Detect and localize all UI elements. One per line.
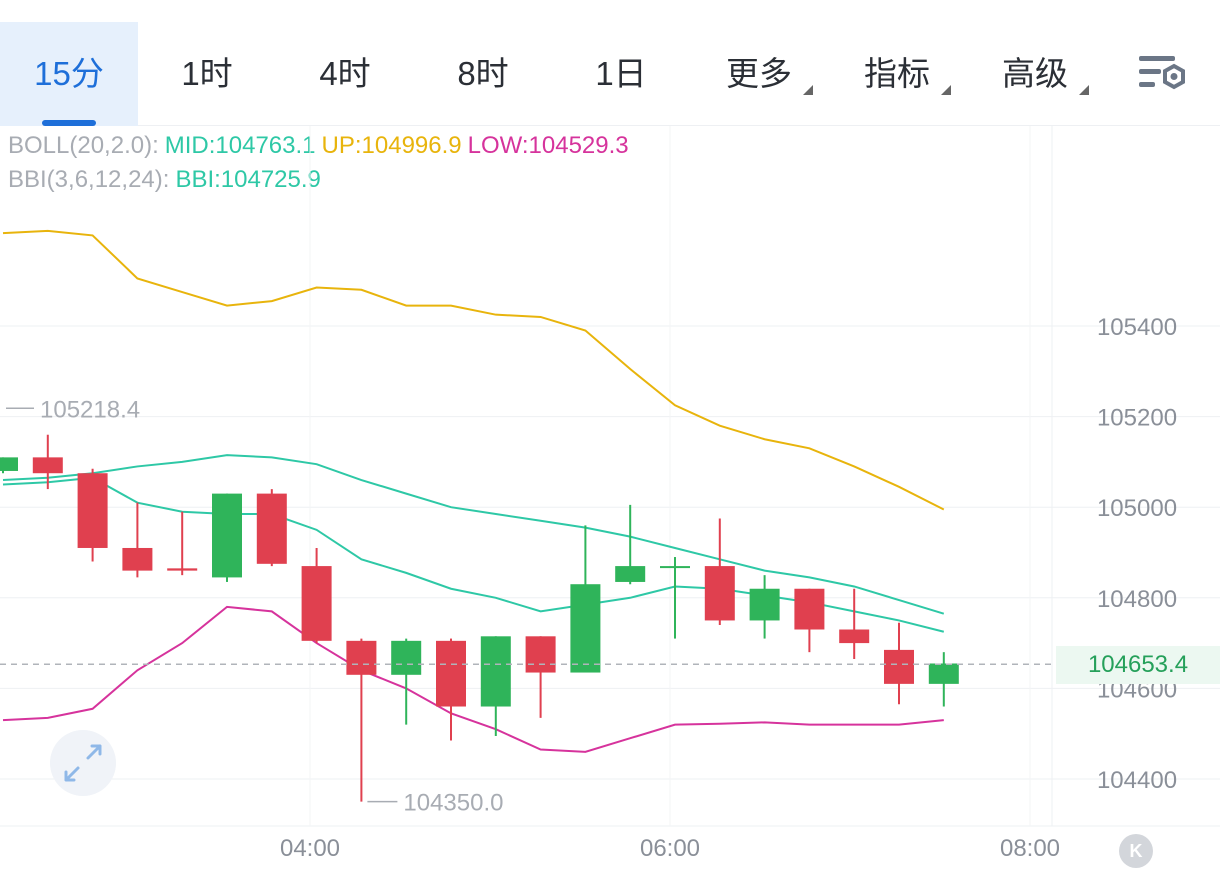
tab-1h[interactable]: 1时 <box>138 22 276 126</box>
tab-advanced[interactable]: 高级 <box>966 22 1104 126</box>
tab-label: 15分 <box>34 55 104 92</box>
expand-icon[interactable] <box>50 730 116 796</box>
tab-label: 8时 <box>457 55 509 92</box>
candle-body <box>660 566 690 569</box>
candle-body <box>615 566 646 582</box>
y-tick-label: 105200 <box>1097 405 1177 432</box>
tab-label: 1时 <box>181 55 233 92</box>
collapse-left-icon[interactable]: K <box>1119 834 1153 868</box>
tab-4h[interactable]: 4时 <box>276 22 414 126</box>
dropdown-triangle-icon <box>1079 85 1089 95</box>
tab-label: 高级 <box>1002 55 1068 92</box>
candle-body <box>346 640 377 675</box>
high-marker-label: 105218.4 <box>40 396 140 423</box>
candle-body <box>212 493 242 578</box>
tab-label: 1日 <box>595 55 647 92</box>
candle-body <box>77 473 108 548</box>
candle-body <box>122 547 153 571</box>
chart-settings-icon[interactable] <box>1137 52 1189 96</box>
candle-body <box>391 640 422 675</box>
tab-more[interactable]: 更多 <box>690 22 828 126</box>
y-tick-label: 105000 <box>1097 495 1177 522</box>
candle-body <box>256 493 287 564</box>
candle-body <box>0 457 18 471</box>
boll-low-value: LOW:104529.3 <box>467 132 629 159</box>
tab-label: 指标 <box>864 55 930 92</box>
candle-body <box>928 663 959 684</box>
x-tick-label: 08:00 <box>1000 835 1060 862</box>
candle-body <box>794 588 825 630</box>
candlestick-chart[interactable]: 10540010520010500010480010460010440004:0… <box>0 126 1220 870</box>
candle-body <box>32 457 63 474</box>
bbi-value: BBI:104725.9 <box>175 166 321 193</box>
current-price-badge: 104653.4 <box>1056 646 1220 684</box>
tab-label: 更多 <box>726 55 792 92</box>
boll-mid-value: MID:104763.1 <box>164 132 316 159</box>
candle-body <box>570 584 601 673</box>
candle-body <box>301 566 332 641</box>
boll-up-value: UP:104996.9 <box>321 132 462 159</box>
tab-label: 4时 <box>319 55 371 92</box>
x-tick-label: 06:00 <box>640 835 700 862</box>
bbi-legend: BBI(3,6,12,24): BBI:104725.9 <box>8 166 327 194</box>
y-tick-label: 104800 <box>1097 586 1177 613</box>
boll-legend: BOLL(20,2.0): MID:104763.1 UP:104996.9 LOW:… <box>8 132 635 160</box>
boll-name: BOLL(20,2.0): <box>8 132 159 159</box>
tab-15min[interactable]: 15分 <box>0 22 138 126</box>
candle-body <box>839 629 870 644</box>
candle-body <box>704 566 735 621</box>
dropdown-triangle-icon <box>803 85 813 95</box>
candle-body <box>480 636 511 707</box>
x-tick-label: 04:00 <box>280 835 340 862</box>
candle-body <box>749 588 780 621</box>
y-tick-label: 104400 <box>1097 767 1177 794</box>
boll-upper-line <box>2 229 945 511</box>
timeframe-tab-bar: 15分 1时 4时 8时 1日 更多 指标 高级 <box>0 22 1220 126</box>
candle-body <box>525 636 556 673</box>
dropdown-triangle-icon <box>941 85 951 95</box>
tab-8h[interactable]: 8时 <box>414 22 552 126</box>
tab-indicators[interactable]: 指标 <box>828 22 966 126</box>
boll-mid-line <box>2 454 945 615</box>
candle-body <box>884 649 914 684</box>
y-tick-label: 105400 <box>1097 314 1177 341</box>
boll-lower-line <box>2 605 944 753</box>
candle-body <box>167 568 198 571</box>
tab-1d[interactable]: 1日 <box>552 22 690 126</box>
active-tab-indicator <box>42 120 96 126</box>
candle-body <box>436 640 466 707</box>
low-marker-label: 104350.0 <box>403 790 503 817</box>
bbi-name: BBI(3,6,12,24): <box>8 166 170 193</box>
bbi-line <box>2 476 945 633</box>
